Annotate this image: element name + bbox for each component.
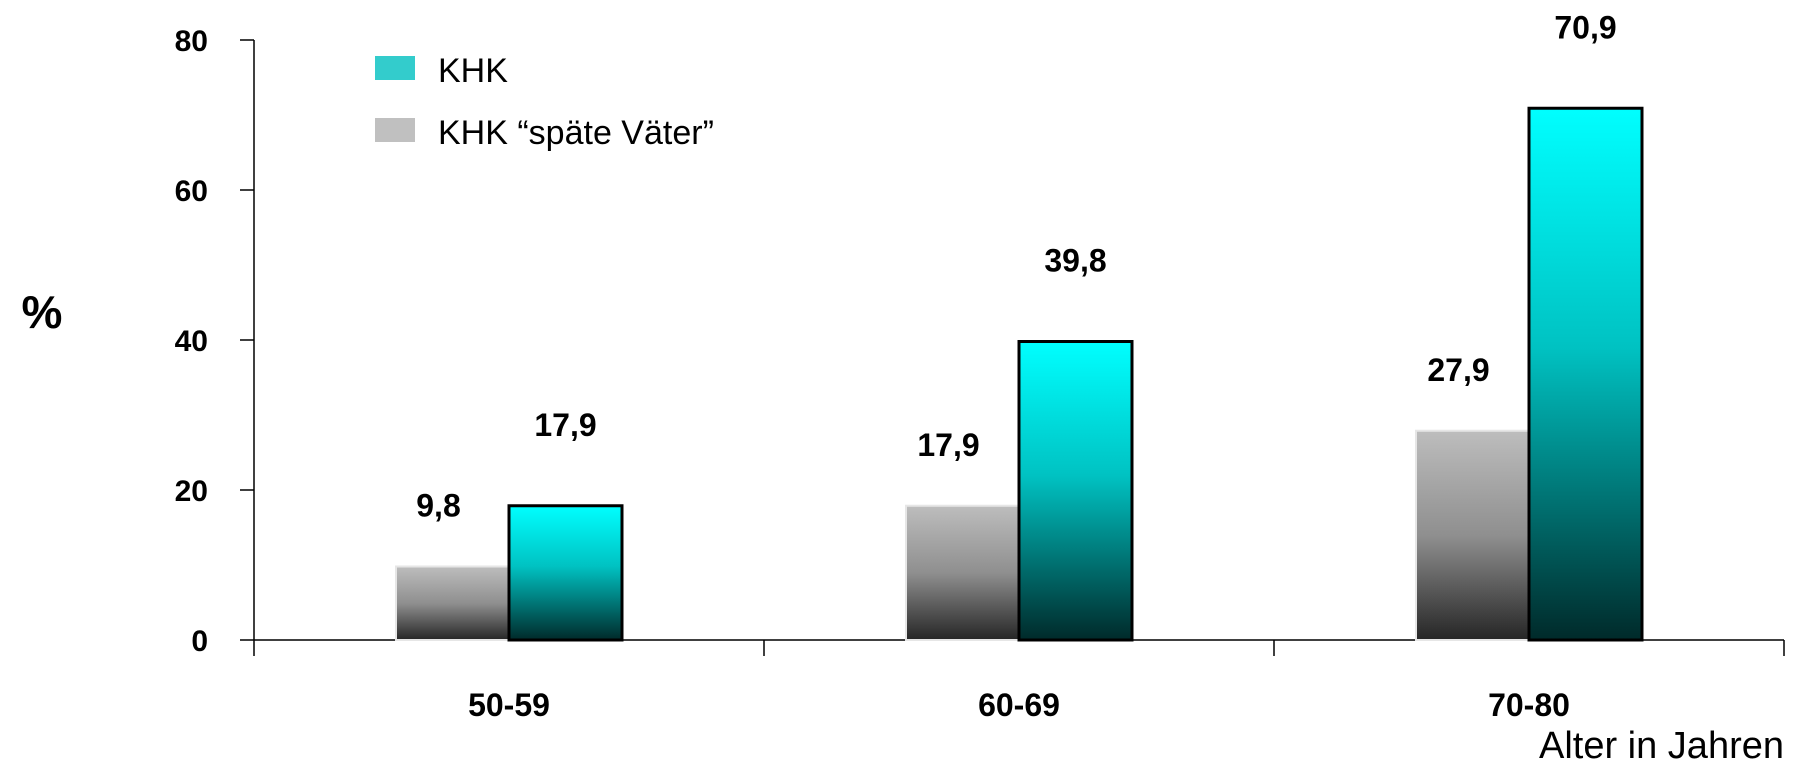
x-ticks: 50-59 60-69 70-80	[253, 640, 1785, 723]
y-tick-label: 80	[175, 25, 208, 58]
bar-spaete-vaeter-60-69	[905, 504, 1020, 641]
x-tick-label: 60-69	[978, 687, 1060, 723]
bar-khk-50-59	[507, 504, 624, 642]
data-label-khk-70-80: 70,9	[1554, 9, 1616, 45]
y-tick-label: 20	[175, 475, 208, 508]
data-label-spaete-vaeter-60-69: 17,9	[917, 427, 979, 463]
legend-swatch-spaete-vaeter	[375, 118, 415, 142]
y-axis-label: %	[22, 286, 63, 338]
legend: KHK KHK “späte Väter”	[375, 52, 714, 152]
bars	[395, 106, 1644, 642]
data-label-khk-50-59: 17,9	[534, 407, 596, 443]
y-tick-label: 0	[191, 625, 208, 658]
bar-khk-60-69	[1017, 340, 1134, 642]
y-tick-label: 40	[175, 325, 208, 358]
bar-spaete-vaeter-70-80	[1415, 429, 1530, 641]
legend-label-spaete-vaeter: KHK “späte Väter”	[438, 114, 714, 152]
bar-khk-70-80	[1527, 106, 1644, 642]
y-tick-label: 60	[175, 175, 208, 208]
y-ticks: 0 20 40 60 80	[175, 25, 254, 658]
x-axis-label: Alter in Jahren	[1539, 725, 1784, 764]
x-tick-label: 50-59	[468, 687, 550, 723]
bar-spaete-vaeter-50-59	[395, 565, 510, 641]
legend-label-khk: KHK	[438, 52, 508, 90]
data-labels: 9,8 17,9 17,9 39,8 27,9 70,9	[416, 9, 1616, 523]
legend-swatch-khk	[375, 56, 415, 80]
data-label-khk-60-69: 39,8	[1044, 243, 1106, 279]
x-tick-label: 70-80	[1488, 687, 1570, 723]
data-label-spaete-vaeter-50-59: 9,8	[416, 488, 460, 524]
data-label-spaete-vaeter-70-80: 27,9	[1427, 352, 1489, 388]
